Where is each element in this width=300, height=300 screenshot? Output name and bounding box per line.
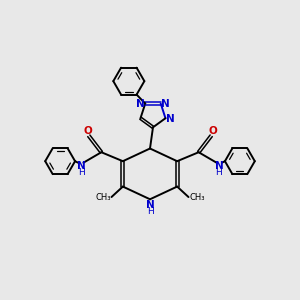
Text: N: N xyxy=(161,98,170,109)
Text: N: N xyxy=(214,161,223,171)
Text: N: N xyxy=(136,98,145,109)
Text: H: H xyxy=(216,168,222,177)
Text: CH₃: CH₃ xyxy=(95,193,111,202)
Text: O: O xyxy=(83,126,92,136)
Text: CH₃: CH₃ xyxy=(189,193,205,202)
Text: O: O xyxy=(208,126,217,136)
Text: N: N xyxy=(146,200,154,210)
Text: N: N xyxy=(77,161,85,171)
Text: H: H xyxy=(78,168,84,177)
Text: H: H xyxy=(147,207,153,216)
Text: N: N xyxy=(166,114,175,124)
